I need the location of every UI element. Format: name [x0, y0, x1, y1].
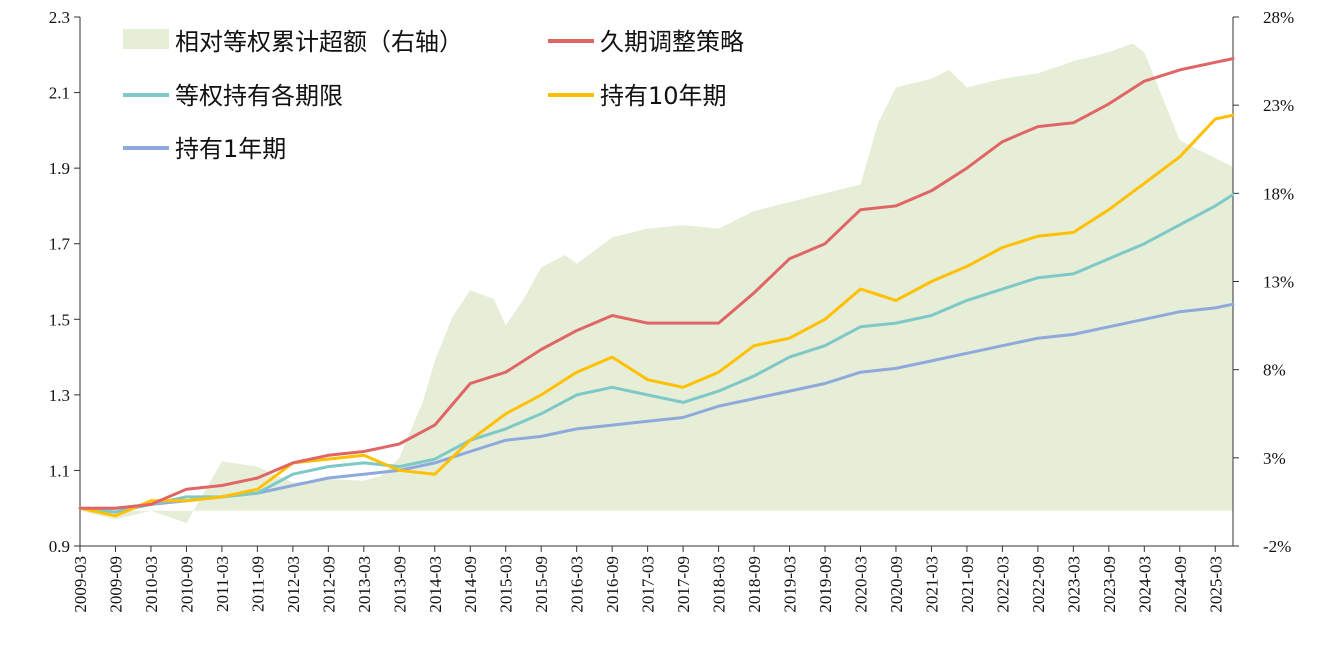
- y-left-tick-label: 1.5: [49, 310, 70, 329]
- legend-item-excess-return: 相对等权累计超额（右轴）: [123, 28, 463, 56]
- legend-label: 久期调整策略: [600, 28, 744, 56]
- x-tick-label: 2013-09: [390, 556, 409, 613]
- y-right-tick-label: 13%: [1263, 273, 1294, 292]
- axes-layer: 0.9 1.1 1.3 1.5 1.7 1.9 2.1 2.3 -2% 3% 8% 13% 18% 23%…: [49, 8, 1294, 613]
- x-tick-label: 2016-03: [568, 556, 587, 613]
- x-tick-label: 2018-03: [710, 556, 729, 613]
- x-tick-label: 2020-03: [851, 556, 870, 613]
- y-left-tick-label: 2.3: [49, 8, 70, 27]
- y-left-tick-label: 2.1: [49, 84, 70, 103]
- x-tick-label: 2022-03: [993, 556, 1012, 613]
- x-tick-label: 2014-03: [426, 556, 445, 613]
- x-tick-label: 2015-03: [497, 556, 516, 613]
- x-tick-label: 2023-03: [1064, 556, 1083, 613]
- series-area-excess-return: [80, 43, 1233, 524]
- legend-item-1y: 持有1年期: [123, 135, 286, 163]
- legend-label: 持有1年期: [175, 135, 286, 163]
- area-layer: [80, 43, 1233, 524]
- x-tick-label: 2014-09: [461, 556, 480, 613]
- legend-item-equal-weight: 等权持有各期限: [123, 82, 343, 110]
- legend-swatch: [123, 29, 169, 49]
- legend-label: 等权持有各期限: [175, 82, 343, 110]
- series-line-equal-weight: [78, 193, 1235, 514]
- x-tick-label: 2013-03: [355, 556, 374, 613]
- y-right-tick-label: -2%: [1263, 537, 1291, 556]
- x-tick-label: 2019-03: [781, 556, 800, 613]
- y-right-tick-label: 18%: [1263, 184, 1294, 203]
- legend-item-duration-adjusted: 久期调整策略: [548, 28, 744, 56]
- x-tick-label: 2019-09: [816, 556, 835, 613]
- legend-label: 持有10年期: [600, 82, 727, 110]
- x-tick-label: 2022-09: [1029, 556, 1048, 613]
- x-tick-label: 2024-03: [1135, 556, 1154, 613]
- x-tick-label: 2018-09: [745, 556, 764, 613]
- x-tick-label: 2010-09: [177, 556, 196, 613]
- x-tick-label: 2009-09: [106, 556, 125, 613]
- x-tick-label: 2016-09: [603, 556, 622, 613]
- x-tick-label: 2024-09: [1171, 556, 1190, 613]
- y-left-tick-label: 1.7: [49, 235, 71, 254]
- y-right-tick-label: 28%: [1263, 8, 1294, 27]
- y-right-tick-label: 3%: [1263, 449, 1286, 468]
- x-tick-label: 2011-09: [248, 556, 267, 612]
- x-tick-label: 2025-03: [1206, 556, 1225, 613]
- lines-layer: [78, 57, 1235, 518]
- x-tick-label: 2011-03: [213, 556, 232, 612]
- x-tick-label: 2021-09: [958, 556, 977, 613]
- series-line-duration-adjusted: [78, 57, 1235, 510]
- series-line-1y: [78, 302, 1235, 510]
- x-tick-label: 2020-09: [887, 556, 906, 613]
- x-tick-label: 2023-09: [1100, 556, 1119, 613]
- y-left-tick-label: 0.9: [49, 537, 70, 556]
- legend-item-10y: 持有10年期: [548, 82, 727, 110]
- y-left-tick-label: 1.1: [49, 461, 70, 480]
- x-tick-label: 2012-09: [319, 556, 338, 613]
- legend-label: 相对等权累计超额（右轴）: [175, 28, 463, 56]
- series-line-10y: [78, 113, 1235, 518]
- x-tick-label: 2017-09: [674, 556, 693, 613]
- x-tick-label: 2012-03: [284, 556, 303, 613]
- y-left-tick-label: 1.9: [49, 159, 70, 178]
- x-tick-label: 2017-03: [639, 556, 658, 613]
- y-right-tick-label: 23%: [1263, 96, 1294, 115]
- x-tick-label: 2009-03: [71, 556, 90, 613]
- x-tick-label: 2010-03: [142, 556, 161, 613]
- x-tick-label: 2021-03: [922, 556, 941, 613]
- y-left-tick-label: 1.3: [49, 386, 70, 405]
- x-tick-label: 2015-09: [532, 556, 551, 613]
- y-right-tick-label: 8%: [1263, 361, 1286, 380]
